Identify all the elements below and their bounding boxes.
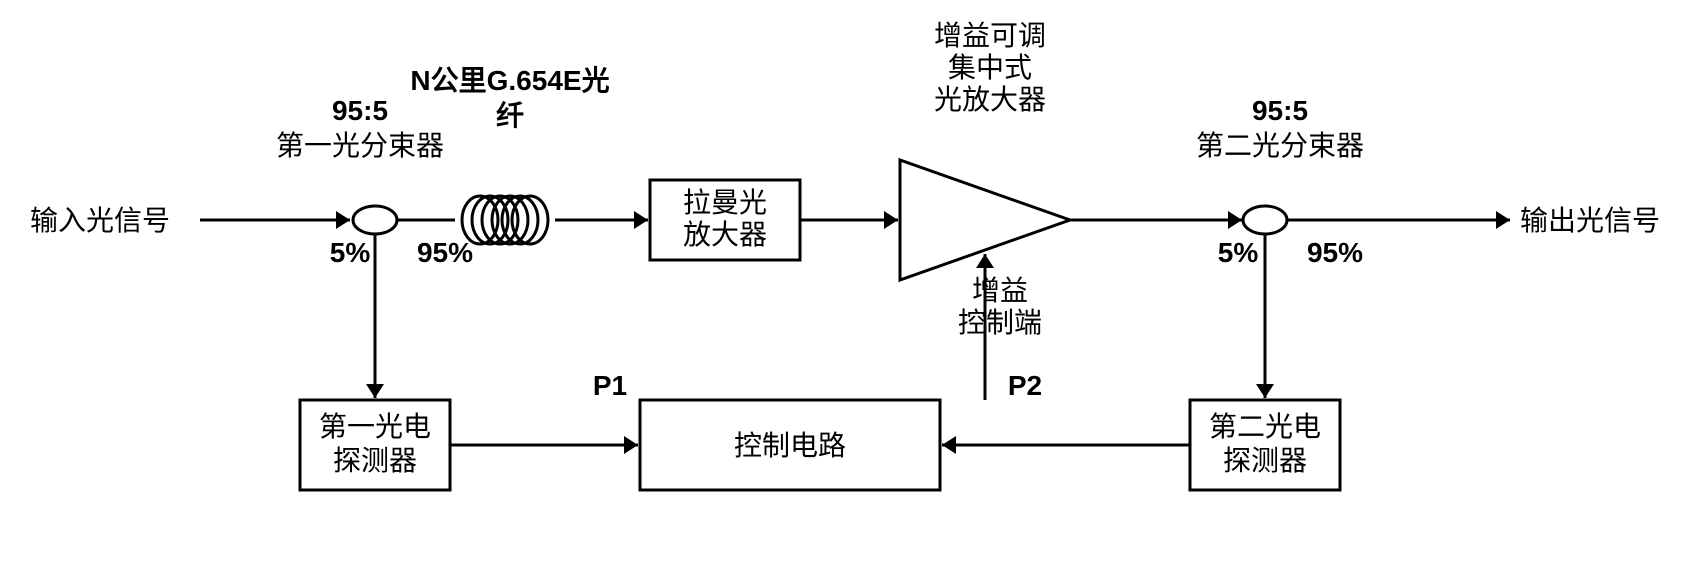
control-circuit-label: 控制电路 bbox=[734, 430, 846, 461]
splitter2-95pct-label: 95% bbox=[1307, 237, 1363, 268]
detector2-label-line1: 第二光电 bbox=[1209, 411, 1321, 442]
optical-amplifier-diagram: 输入光信号 输出光信号 95:5 第一光分束器 5% 95% N公里G.654E光纤拉曼光放… bbox=[0, 0, 1702, 576]
splitter1-label: 第一光分束器 bbox=[276, 130, 444, 161]
detector2-label-line2: 探测器 bbox=[1223, 445, 1307, 476]
input-signal-label: 输入光信号 bbox=[30, 205, 170, 236]
gain-ctrl-label-line2: 控制端 bbox=[958, 307, 1042, 338]
p2-label: P2 bbox=[1008, 370, 1042, 401]
output-signal-label: 输出光信号 bbox=[1520, 205, 1660, 236]
amp-label-line1: 增益可调 bbox=[934, 20, 1046, 51]
splitter1-95pct-label: 95% bbox=[417, 237, 473, 268]
raman-label-line1: 拉曼光 bbox=[683, 187, 767, 218]
splitter2-label: 第二光分束器 bbox=[1196, 130, 1364, 161]
amp-label-line2: 集中式 bbox=[948, 52, 1032, 83]
gain-ctrl-label-line1: 增益 bbox=[972, 275, 1028, 306]
splitter2-5pct-label: 5% bbox=[1218, 237, 1259, 268]
fiber-label-line2: 纤 bbox=[496, 100, 524, 131]
detector1-label-line2: 探测器 bbox=[333, 445, 417, 476]
raman-label-line2: 放大器 bbox=[683, 219, 767, 250]
splitter1-5pct-label: 5% bbox=[330, 237, 371, 268]
detector1-label-line1: 第一光电 bbox=[319, 411, 431, 442]
background bbox=[0, 0, 1702, 571]
amp-label-line3: 光放大器 bbox=[934, 84, 1046, 115]
p1-label: P1 bbox=[593, 370, 627, 401]
diagram-svg: 输入光信号 输出光信号 95:5 第一光分束器 5% 95% N公里G.654E光纤拉曼光放… bbox=[0, 0, 1702, 571]
splitter1-ratio-label: 95:5 bbox=[332, 95, 388, 126]
splitter2-ratio-label: 95:5 bbox=[1252, 95, 1308, 126]
fiber-label-line1: N公里G.654E光 bbox=[410, 65, 609, 96]
